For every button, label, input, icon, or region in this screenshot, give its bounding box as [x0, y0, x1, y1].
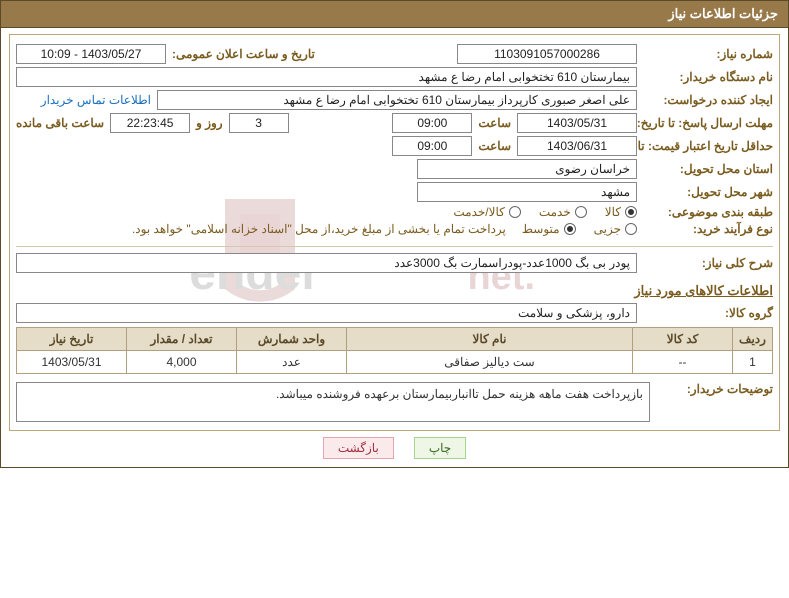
value-city: مشهد — [417, 182, 637, 202]
label-validity: حداقل تاریخ اعتبار قیمت: تا تاریخ: — [643, 139, 773, 153]
label-buyer-org: نام دستگاه خریدار: — [643, 70, 773, 84]
value-requester: علی اصغر صبوری کارپرداز بیمارستان 610 تخ… — [157, 90, 637, 110]
value-province: خراسان رضوی — [417, 159, 637, 179]
label-remain-hours: ساعت باقی مانده — [16, 116, 104, 130]
value-announce-dt: 1403/05/27 - 10:09 — [16, 44, 166, 64]
label-goods-group: گروه کالا: — [643, 306, 773, 320]
td-qty: 4,000 — [127, 351, 237, 374]
pay-note: پرداخت تمام یا بخشی از مبلغ خرید،از محل … — [132, 222, 506, 236]
label-need-no: شماره نیاز: — [643, 47, 773, 61]
label-days-and: روز و — [196, 116, 223, 130]
outer-panel: شماره نیاز: 1103091057000286 تاریخ و ساع… — [0, 27, 789, 468]
radio-label-process-1: متوسط — [522, 222, 560, 236]
th-code: کد کالا — [633, 328, 733, 351]
label-province: استان محل تحویل: — [643, 162, 773, 176]
label-general-desc: شرح کلی نیاز: — [643, 256, 773, 270]
label-hour-2: ساعت — [478, 139, 511, 153]
radio-label-subject-2: کالا/خدمت — [453, 205, 504, 219]
radio-label-subject-0: کالا — [605, 205, 621, 219]
th-unit: واحد شمارش — [237, 328, 347, 351]
value-validity-date: 1403/06/31 — [517, 136, 637, 156]
value-buyer-org: بیمارستان 610 تختخوابی امام رضا ع مشهد — [16, 67, 637, 87]
value-goods-group: دارو، پزشکی و سلامت — [16, 303, 637, 323]
td-date: 1403/05/31 — [17, 351, 127, 374]
goods-table: ردیف کد کالا نام کالا واحد شمارش تعداد /… — [16, 327, 773, 374]
details-panel: شماره نیاز: 1103091057000286 تاریخ و ساع… — [9, 34, 780, 431]
radio-process-0[interactable]: جزیی — [594, 222, 637, 236]
back-button[interactable]: بازگشت — [323, 437, 394, 459]
print-button[interactable]: چاپ — [414, 437, 466, 459]
label-hour-1: ساعت — [478, 116, 511, 130]
radio-icon — [625, 223, 637, 235]
th-qty: تعداد / مقدار — [127, 328, 237, 351]
td-code: -- — [633, 351, 733, 374]
label-buyer-notes: توضیحات خریدار: — [658, 382, 773, 396]
radio-icon — [625, 206, 637, 218]
td-unit: عدد — [237, 351, 347, 374]
label-city: شهر محل تحویل: — [643, 185, 773, 199]
label-subject-class: طبقه بندی موضوعی: — [643, 205, 773, 219]
value-general-desc: پودر بی بگ 1000عدد-پودراسمارت بگ 3000عدد — [16, 253, 637, 273]
radio-subject-1[interactable]: خدمت — [539, 205, 587, 219]
th-name: نام کالا — [347, 328, 633, 351]
radio-subject-2[interactable]: کالا/خدمت — [453, 205, 520, 219]
label-reply-deadline: مهلت ارسال پاسخ: تا تاریخ: — [643, 116, 773, 130]
value-remain-days: 3 — [229, 113, 289, 133]
td-name: ست دیالیز صفاقی — [347, 351, 633, 374]
td-idx: 1 — [733, 351, 773, 374]
value-buyer-notes: بازپرداخت هفت ماهه هزینه حمل تاانباربیما… — [16, 382, 650, 422]
button-row: چاپ بازگشت — [9, 437, 780, 459]
value-reply-time: 09:00 — [392, 113, 472, 133]
table-header-row: ردیف کد کالا نام کالا واحد شمارش تعداد /… — [17, 328, 773, 351]
subject-radio-group: کالا خدمت کالا/خدمت — [453, 205, 637, 219]
radio-label-subject-1: خدمت — [539, 205, 571, 219]
value-need-no: 1103091057000286 — [457, 44, 637, 64]
radio-label-process-0: جزیی — [594, 222, 621, 236]
value-validity-time: 09:00 — [392, 136, 472, 156]
label-announce-dt: تاریخ و ساعت اعلان عمومی: — [172, 47, 315, 61]
value-remain-time: 22:23:45 — [110, 113, 190, 133]
link-buyer-contact[interactable]: اطلاعات تماس خریدار — [41, 93, 151, 107]
label-process-type: نوع فرآیند خرید: — [643, 222, 773, 236]
radio-icon — [509, 206, 521, 218]
table-row: 1 -- ست دیالیز صفاقی عدد 4,000 1403/05/3… — [17, 351, 773, 374]
panel-title: جزئیات اطلاعات نیاز — [0, 0, 789, 27]
radio-subject-0[interactable]: کالا — [605, 205, 637, 219]
section-goods-header: اطلاعات کالاهای مورد نیاز — [16, 283, 773, 299]
radio-icon — [564, 223, 576, 235]
label-requester: ایجاد کننده درخواست: — [643, 93, 773, 107]
divider — [16, 246, 773, 247]
radio-icon — [575, 206, 587, 218]
radio-process-1[interactable]: متوسط — [522, 222, 576, 236]
value-reply-date: 1403/05/31 — [517, 113, 637, 133]
th-date: تاریخ نیاز — [17, 328, 127, 351]
process-radio-group: جزیی متوسط — [522, 222, 637, 236]
th-row: ردیف — [733, 328, 773, 351]
